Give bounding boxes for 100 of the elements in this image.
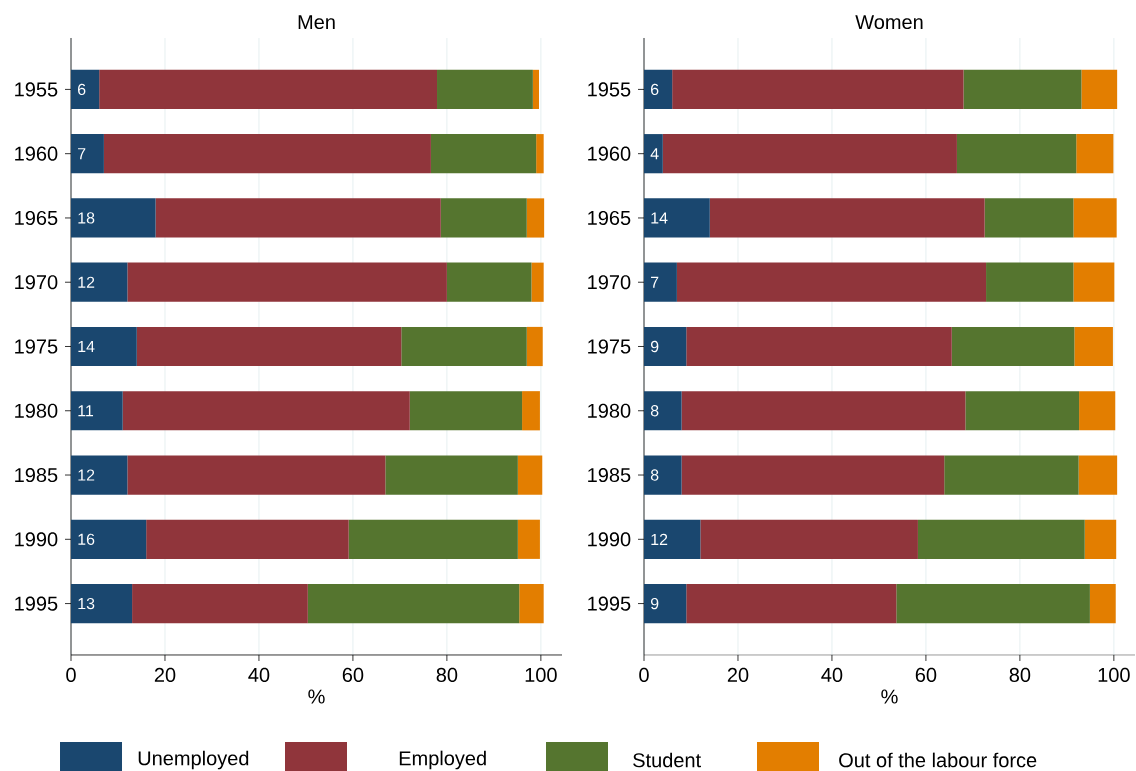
bar (944, 455, 1079, 495)
y-tick-label: 1990 (588, 532, 631, 547)
x-tick-label: 80 (436, 667, 458, 682)
bar (155, 198, 441, 238)
bar (122, 391, 410, 431)
bar (965, 391, 1080, 431)
bar (71, 262, 128, 302)
bar (307, 583, 520, 624)
bar (644, 519, 701, 559)
data-label: 6 (78, 83, 86, 96)
x-tick-label: 60 (342, 667, 364, 682)
bar (917, 519, 1085, 559)
bar (956, 134, 1077, 174)
y-tick-label: 1975 (15, 339, 58, 354)
bar (136, 326, 402, 367)
bar (1073, 262, 1115, 302)
y-tick-label: 1970 (15, 275, 58, 290)
data-label: 14 (651, 212, 668, 224)
bar (644, 198, 710, 238)
y-tick-label: 1955 (588, 82, 631, 97)
bar (440, 198, 527, 238)
chart-title: Women (855, 15, 923, 30)
bar (1078, 455, 1118, 495)
y-tick-label: 1980 (588, 403, 631, 418)
data-label: 12 (78, 276, 95, 288)
bar (127, 262, 447, 302)
data-label: 14 (78, 340, 95, 352)
bar (532, 69, 539, 110)
x-tick-label: 100 (1098, 667, 1130, 682)
legend-label: Unemployed (138, 750, 249, 770)
y-tick-label: 1975 (588, 339, 631, 354)
data-label: 11 (78, 405, 94, 417)
bar (709, 198, 985, 238)
bar (536, 134, 544, 174)
y-tick-label: 1985 (588, 467, 631, 483)
bar (1073, 198, 1117, 238)
y-tick-label: 1980 (15, 403, 58, 418)
data-label: 8 (650, 405, 659, 417)
bar (446, 262, 532, 302)
bar (644, 69, 673, 110)
bar (951, 326, 1075, 367)
y-tick-label: 1960 (15, 146, 58, 161)
data-label: 16 (78, 533, 95, 545)
legend-label: Student (633, 752, 701, 768)
x-tick-label: 0 (639, 667, 649, 682)
bar (430, 134, 537, 174)
data-label: 18 (78, 212, 95, 224)
bar (644, 455, 682, 495)
y-tick-label: 1965 (588, 210, 631, 226)
bar (71, 134, 104, 174)
bar (644, 391, 682, 431)
bar (644, 583, 687, 624)
bar (99, 69, 438, 110)
bar (1081, 69, 1118, 110)
bar (517, 455, 543, 495)
x-tick-label: 80 (1009, 667, 1031, 682)
bar (676, 262, 987, 302)
bar (984, 198, 1074, 238)
bar (681, 455, 945, 495)
bar (385, 455, 518, 495)
bar (686, 326, 952, 367)
data-label: 8 (650, 469, 659, 481)
bar (71, 391, 123, 431)
text: Employed (399, 750, 486, 770)
y-tick-label: 1990 (15, 532, 58, 547)
bar (71, 198, 156, 238)
data-label: 12 (651, 533, 668, 545)
bar (644, 134, 663, 174)
bar (146, 519, 349, 559)
bar (686, 583, 897, 624)
x-tick-label: 20 (727, 667, 749, 682)
bar (896, 583, 1090, 624)
bar (700, 519, 918, 559)
legend-label: Out of the labour force (839, 752, 1037, 768)
bar (401, 326, 527, 367)
data-label: 12 (78, 469, 95, 481)
y-tick-label: 1985 (15, 467, 58, 483)
x-tick-label: 100 (525, 667, 557, 682)
y-tick-label: 1995 (588, 596, 631, 611)
bar (437, 69, 533, 110)
data-label: 7 (78, 148, 86, 160)
bar (1079, 391, 1116, 431)
data-label: 7 (651, 276, 659, 288)
bar (662, 134, 957, 174)
x-tick-label: 0 (66, 667, 76, 682)
y-tick-label: 1955 (15, 82, 58, 97)
x-axis-title: % (881, 689, 898, 704)
x-tick-label: 40 (248, 667, 270, 682)
data-label: 4 (650, 148, 659, 160)
bar (71, 519, 147, 559)
y-tick-label: 1965 (15, 210, 58, 226)
x-tick-label: 60 (915, 667, 937, 682)
bar (963, 69, 1082, 110)
bar (1074, 326, 1113, 367)
bar (1076, 134, 1114, 174)
bar (672, 69, 964, 110)
bar (71, 583, 133, 624)
x-axis-title: % (308, 689, 325, 704)
x-tick-label: 20 (154, 667, 176, 682)
bar (526, 326, 543, 367)
